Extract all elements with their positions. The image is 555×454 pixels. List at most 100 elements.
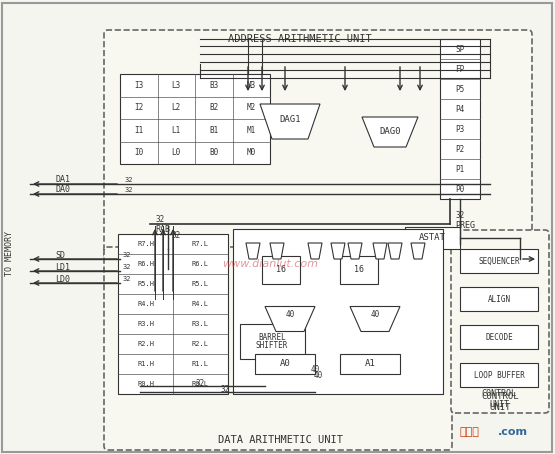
Text: SD: SD: [55, 251, 65, 260]
Text: 40: 40: [370, 311, 380, 319]
Text: SP: SP: [455, 44, 465, 54]
Text: 32: 32: [125, 187, 134, 193]
Text: M0: M0: [246, 148, 256, 157]
FancyBboxPatch shape: [340, 354, 400, 374]
Text: B1: B1: [209, 126, 218, 135]
FancyBboxPatch shape: [460, 249, 538, 273]
FancyBboxPatch shape: [104, 30, 532, 258]
FancyBboxPatch shape: [405, 227, 460, 249]
Text: 32: 32: [123, 252, 132, 258]
Text: FP: FP: [455, 64, 465, 74]
Polygon shape: [362, 117, 418, 147]
Text: ALIGN: ALIGN: [487, 295, 511, 304]
Text: R7.H: R7.H: [137, 241, 154, 247]
Text: R2.L: R2.L: [192, 341, 209, 347]
Text: R7.L: R7.L: [192, 241, 209, 247]
Text: L0: L0: [171, 148, 181, 157]
Text: PREG: PREG: [455, 222, 475, 231]
Text: R4.H: R4.H: [137, 301, 154, 307]
Text: L2: L2: [171, 103, 181, 112]
Polygon shape: [270, 243, 284, 259]
Polygon shape: [350, 306, 400, 331]
Text: CONTROL
UNIT: CONTROL UNIT: [482, 389, 517, 409]
Text: SHIFTER: SHIFTER: [256, 341, 288, 350]
Text: R1.H: R1.H: [137, 361, 154, 367]
Text: R6.L: R6.L: [192, 261, 209, 267]
Polygon shape: [411, 243, 425, 259]
Text: 32: 32: [195, 379, 205, 388]
Text: LD0: LD0: [55, 275, 70, 283]
Text: 接线图: 接线图: [460, 427, 480, 437]
Text: I1: I1: [134, 126, 143, 135]
Text: 16: 16: [354, 266, 364, 275]
Text: 32: 32: [455, 212, 464, 221]
FancyBboxPatch shape: [118, 234, 228, 394]
FancyBboxPatch shape: [460, 325, 538, 349]
FancyBboxPatch shape: [460, 363, 538, 387]
Text: BARREL: BARREL: [258, 334, 286, 342]
Text: B0: B0: [209, 148, 218, 157]
Text: CONTROL
UNIT: CONTROL UNIT: [481, 392, 519, 412]
Text: P5: P5: [455, 84, 465, 94]
Text: DA0: DA0: [55, 186, 70, 194]
Polygon shape: [265, 306, 315, 331]
Text: DAG0: DAG0: [379, 127, 401, 135]
Text: A1: A1: [365, 360, 375, 369]
Text: 16: 16: [276, 266, 286, 275]
Text: P2: P2: [455, 144, 465, 153]
FancyBboxPatch shape: [120, 74, 270, 164]
Text: SEQUENCER: SEQUENCER: [478, 257, 520, 266]
Polygon shape: [388, 243, 402, 259]
Text: P1: P1: [455, 164, 465, 173]
FancyBboxPatch shape: [240, 324, 305, 359]
Text: R5.H: R5.H: [137, 281, 154, 287]
Text: DECODE: DECODE: [485, 332, 513, 341]
Text: I0: I0: [134, 148, 143, 157]
Polygon shape: [308, 243, 322, 259]
FancyBboxPatch shape: [440, 39, 480, 199]
Text: R6.H: R6.H: [137, 261, 154, 267]
Text: M1: M1: [246, 126, 256, 135]
Text: DAG1: DAG1: [279, 114, 301, 123]
Text: R4.L: R4.L: [192, 301, 209, 307]
Text: P3: P3: [455, 124, 465, 133]
FancyBboxPatch shape: [460, 287, 538, 311]
FancyBboxPatch shape: [340, 256, 378, 284]
Text: B3: B3: [209, 81, 218, 90]
Polygon shape: [348, 243, 362, 259]
Text: 32: 32: [220, 385, 230, 394]
Polygon shape: [331, 243, 345, 259]
Text: 32: 32: [123, 264, 132, 270]
Text: R3.H: R3.H: [137, 321, 154, 327]
Text: R0.H: R0.H: [137, 381, 154, 387]
Text: R3.L: R3.L: [192, 321, 209, 327]
Text: DATA ARITHMETIC UNIT: DATA ARITHMETIC UNIT: [218, 435, 342, 445]
FancyBboxPatch shape: [233, 229, 443, 394]
Text: L1: L1: [171, 126, 181, 135]
FancyBboxPatch shape: [104, 247, 452, 450]
Text: DA1: DA1: [55, 176, 70, 184]
Text: R0.L: R0.L: [192, 381, 209, 387]
Text: 40: 40: [285, 311, 295, 319]
Text: R2.H: R2.H: [137, 341, 154, 347]
Polygon shape: [260, 104, 320, 139]
FancyBboxPatch shape: [255, 354, 315, 374]
FancyBboxPatch shape: [262, 256, 300, 284]
Text: R1.L: R1.L: [192, 361, 209, 367]
Text: L3: L3: [171, 81, 181, 90]
Text: R5.L: R5.L: [192, 281, 209, 287]
Text: I2: I2: [134, 103, 143, 112]
Text: A0: A0: [280, 360, 290, 369]
Text: .com: .com: [498, 427, 528, 437]
Text: M2: M2: [246, 103, 256, 112]
Text: 40: 40: [314, 371, 322, 380]
Text: 32: 32: [125, 177, 134, 183]
Polygon shape: [373, 243, 387, 259]
Text: LOOP BUFFER: LOOP BUFFER: [473, 370, 524, 380]
Text: TO MEMORY: TO MEMORY: [6, 232, 14, 276]
Text: RAB: RAB: [155, 224, 170, 233]
Text: P4: P4: [455, 104, 465, 114]
Text: www.dianlut.com: www.dianlut.com: [222, 259, 318, 269]
Text: ADDRESS ARITHMETIC UNIT: ADDRESS ARITHMETIC UNIT: [228, 34, 372, 44]
Text: B2: B2: [209, 103, 218, 112]
